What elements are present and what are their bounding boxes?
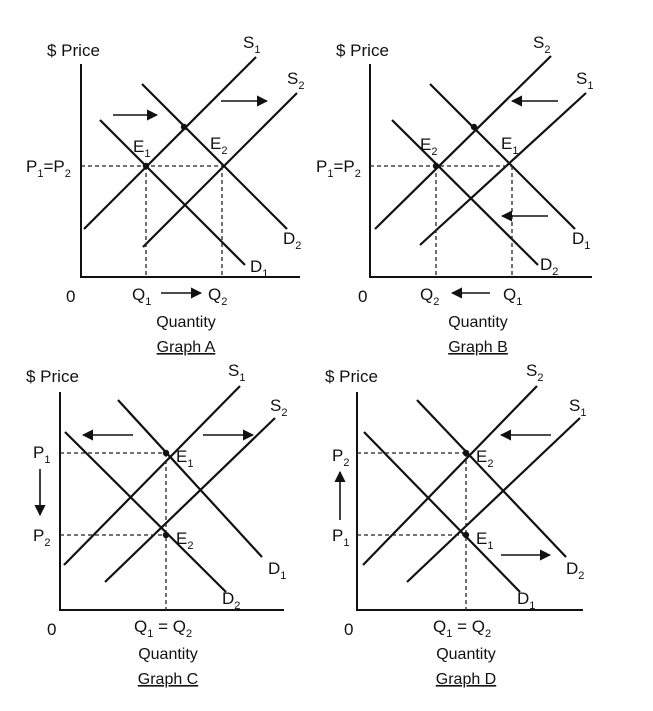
equilibrium-label-e2: E2	[210, 134, 227, 157]
curve-label-s1: S1	[576, 69, 593, 92]
curve-label-d1: D1	[268, 559, 286, 582]
equilibrium-point-2	[162, 531, 170, 539]
price-label-p1: P1	[332, 526, 349, 549]
graph-caption: Graph A	[157, 339, 216, 356]
graph-caption: Graph B	[448, 339, 508, 356]
equilibrium-point-1	[462, 531, 470, 539]
quantity-label: Q1 = Q2	[433, 617, 491, 640]
y-axis-label: $ Price	[26, 367, 79, 386]
graph-caption: Graph C	[138, 671, 198, 688]
axes	[369, 64, 592, 278]
price-label-p2: P2	[332, 446, 349, 469]
price-label: P1=P2	[26, 157, 71, 180]
x-axis-label: Quantity	[436, 646, 496, 663]
intersection-point	[470, 123, 478, 131]
origin-label: 0	[47, 620, 56, 639]
curve-label-s1: S1	[228, 361, 245, 384]
curve-label-s2: S2	[270, 396, 287, 419]
y-axis-label: $ Price	[336, 41, 389, 60]
origin-label: 0	[66, 287, 75, 306]
equilibrium-point-2	[462, 449, 470, 457]
demand-curve-1	[117, 399, 263, 558]
supply-curve-2	[142, 92, 298, 248]
equilibrium-point-1	[142, 162, 150, 170]
equilibrium-label-e1: E1	[476, 529, 493, 552]
curve-label-s1: S1	[243, 33, 260, 56]
quantity-label-q1: Q1	[503, 285, 522, 308]
equilibrium-label-e1: E1	[176, 447, 193, 470]
demand-curve-2	[416, 399, 567, 558]
demand-curve-1	[429, 83, 576, 230]
quantity-label: Q1 = Q2	[134, 617, 192, 640]
demand-curve-1	[363, 431, 521, 593]
curve-label-d2: D2	[540, 255, 558, 278]
equilibrium-label-e2: E2	[420, 135, 437, 158]
quantity-label-q2: Q2	[208, 285, 227, 308]
supply-curve-1	[63, 385, 241, 566]
supply-curve-2	[374, 55, 552, 230]
axes	[356, 392, 583, 611]
graph-c: $ Price 0 S1 S2 D1 D2 E1 E2 P1 P2 Q1 = Q…	[26, 361, 287, 688]
demand-curve-2	[64, 431, 227, 593]
x-axis-label: Quantity	[138, 646, 198, 663]
equilibrium-label-e1: E1	[501, 134, 518, 157]
equilibrium-label-e2: E2	[476, 447, 493, 470]
curve-label-d1: D1	[572, 229, 590, 252]
price-label: P1=P2	[316, 157, 361, 180]
demand-curve-1	[99, 119, 246, 266]
equilibrium-label-e1: E1	[133, 137, 150, 160]
supply-curve-2	[362, 385, 538, 566]
demand-curve-2	[391, 119, 539, 266]
quantity-label-q1: Q1	[132, 285, 151, 308]
curve-label-s2: S2	[526, 361, 543, 384]
supply-curve-1	[83, 56, 257, 230]
origin-label: 0	[358, 287, 367, 306]
equilibrium-point-2	[432, 162, 440, 170]
curve-label-s1: S1	[569, 396, 586, 419]
price-label-p1: P1	[33, 443, 50, 466]
supply-curve-1	[406, 417, 581, 583]
demand-curve-2	[141, 83, 288, 230]
curve-label-d2: D2	[283, 229, 301, 252]
axes	[59, 392, 284, 611]
supply-curve-1	[419, 92, 587, 246]
x-axis-label: Quantity	[156, 314, 216, 331]
x-axis-label: Quantity	[448, 314, 508, 331]
curve-label-d1: D1	[517, 589, 535, 612]
curve-label-d2: D2	[566, 559, 584, 582]
quantity-label-q2: Q2	[420, 285, 439, 308]
graph-b: $ Price 0 S2 S1 D1 D2 E2 E1 P1=P2 Q2 Q1 …	[316, 33, 593, 356]
y-axis-label: $ Price	[325, 367, 378, 386]
axes	[80, 64, 300, 278]
equilibrium-label-e2: E2	[176, 529, 193, 552]
graph-caption: Graph D	[436, 671, 496, 688]
y-axis-label: $ Price	[47, 41, 100, 60]
curve-label-s2: S2	[287, 69, 304, 92]
origin-label: 0	[344, 620, 353, 639]
intersection-point	[180, 123, 188, 131]
equilibrium-point-1	[162, 449, 170, 457]
curve-label-s2: S2	[533, 33, 550, 56]
graph-a: $ Price 0 S1 S2 D1 D2 E1 E2 P1=P2 Q1 Q2 …	[26, 33, 304, 356]
graph-d: $ Price 0 S2 S1 D2 D1 E2 E1 P2 P1 Q1 = Q…	[325, 361, 586, 688]
curve-label-d2: D2	[222, 589, 240, 612]
price-label-p2: P2	[33, 526, 50, 549]
supply-curve-2	[104, 417, 276, 583]
curve-label-d1: D1	[250, 257, 268, 280]
